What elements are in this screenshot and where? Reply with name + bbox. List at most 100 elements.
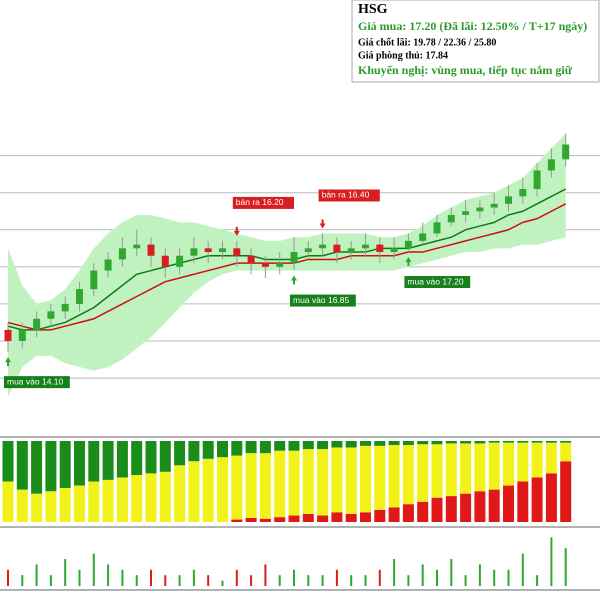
band-area: [379, 237, 395, 271]
band-area: [451, 200, 466, 256]
candle-body: [404, 240, 412, 249]
stacked-bar: [31, 441, 43, 494]
stacked-bar: [217, 457, 228, 522]
candle-body: [433, 222, 441, 234]
signal-arrow: [291, 275, 297, 285]
volume-bar: [364, 575, 367, 586]
signal-box: [404, 276, 471, 289]
stacked-bar: [445, 443, 457, 497]
stacked-bar: [245, 453, 257, 518]
stacked-bar: [59, 441, 71, 488]
stacked-bar: [503, 485, 514, 522]
volume-bar: [221, 580, 224, 586]
volume-bar: [521, 553, 524, 586]
candle-body: [261, 263, 269, 267]
stacked-bar: [460, 443, 472, 494]
stacked-bar: [88, 481, 100, 522]
stacked-bar: [431, 441, 443, 445]
volume-bar: [407, 575, 410, 586]
stacked-bar: [188, 461, 200, 522]
stacked-bar: [402, 441, 414, 446]
band-area: [365, 233, 380, 271]
band-area: [522, 163, 538, 245]
candle-body: [490, 203, 498, 208]
moving-average: [7, 203, 567, 331]
volume-bar: [92, 553, 95, 586]
signal-label: bán ra 16.20: [236, 197, 284, 207]
stacked-bar: [531, 477, 543, 522]
stacked-bar: [202, 458, 214, 522]
volume-bar: [78, 569, 81, 586]
stacked-bar: [231, 441, 243, 456]
stacked-bar: [545, 473, 557, 522]
candle-body: [18, 329, 26, 342]
candle-body: [33, 318, 41, 330]
volume-bar: [436, 569, 438, 586]
stacked-bar: [431, 444, 443, 498]
stacked-bar: [545, 441, 557, 443]
stacked-bar: [59, 487, 71, 522]
band-area: [50, 289, 66, 364]
stacked-bar: [317, 449, 329, 516]
candle-body: [219, 248, 226, 253]
candle-body: [376, 244, 384, 253]
stacked-bar: [402, 445, 414, 505]
volume-bar: [393, 559, 396, 586]
stacked-bar: [288, 450, 300, 516]
stacked-bar: [331, 447, 343, 513]
candle-body: [233, 248, 241, 256]
stop-price: Giá phòng thủ: 17.84: [358, 50, 448, 61]
stacked-bar: [302, 449, 314, 514]
candle-body: [147, 244, 155, 256]
volume-bar: [178, 575, 181, 586]
buy-price: Giá mua: 17.20 (Đã lãi: 12.50% / T+17 ng…: [358, 19, 587, 33]
stacked-bar: [517, 442, 529, 482]
stacked-bar: [16, 441, 28, 490]
volume-bar: [250, 575, 253, 586]
band-area: [22, 285, 37, 367]
stacked-bar: [159, 471, 171, 522]
stacked-bar: [417, 444, 429, 502]
stacked-bar: [317, 441, 329, 450]
stacked-bar: [245, 517, 257, 522]
band-area: [279, 237, 294, 271]
candle-body: [547, 159, 555, 171]
stacked-bar: [503, 441, 514, 443]
volume-bar: [536, 575, 539, 586]
stacked-bar: [74, 485, 85, 522]
volume-bar: [264, 564, 267, 586]
stacked-bar: [274, 517, 286, 522]
stacked-bar: [388, 445, 400, 508]
band-area: [222, 229, 237, 275]
stacked-bar: [360, 445, 371, 513]
volume-bar: [35, 564, 38, 586]
stacked-bar: [231, 455, 243, 520]
band-area: [208, 226, 223, 282]
stacked-bar: [245, 441, 257, 454]
stacked-bar: [360, 512, 371, 522]
signal-label: bán ra 16.40: [322, 190, 370, 200]
volume-bar: [21, 575, 24, 586]
volume-bar: [450, 559, 453, 586]
stacked-bar: [159, 441, 171, 472]
volume-bar: [350, 575, 353, 586]
signal-arrow: [319, 219, 326, 229]
volume-bar: [335, 569, 338, 586]
stacked-bar: [445, 496, 457, 522]
stacked-bar: [31, 493, 43, 522]
stacked-bar: [116, 477, 128, 522]
volume-bar: [7, 569, 9, 586]
volume-bar: [107, 564, 110, 586]
stacked-bar: [331, 512, 343, 522]
stacked-bar: [188, 441, 200, 462]
stacked-bar: [302, 441, 314, 450]
stacked-bar: [360, 441, 371, 446]
candle-body: [90, 270, 98, 290]
band-area: [79, 248, 94, 371]
candle-body: [276, 263, 284, 267]
volume-bar: [235, 569, 238, 586]
stacked-bar: [474, 491, 486, 522]
stacked-bar: [531, 441, 543, 443]
volume-bar: [478, 564, 481, 586]
volume-bar: [464, 575, 467, 586]
